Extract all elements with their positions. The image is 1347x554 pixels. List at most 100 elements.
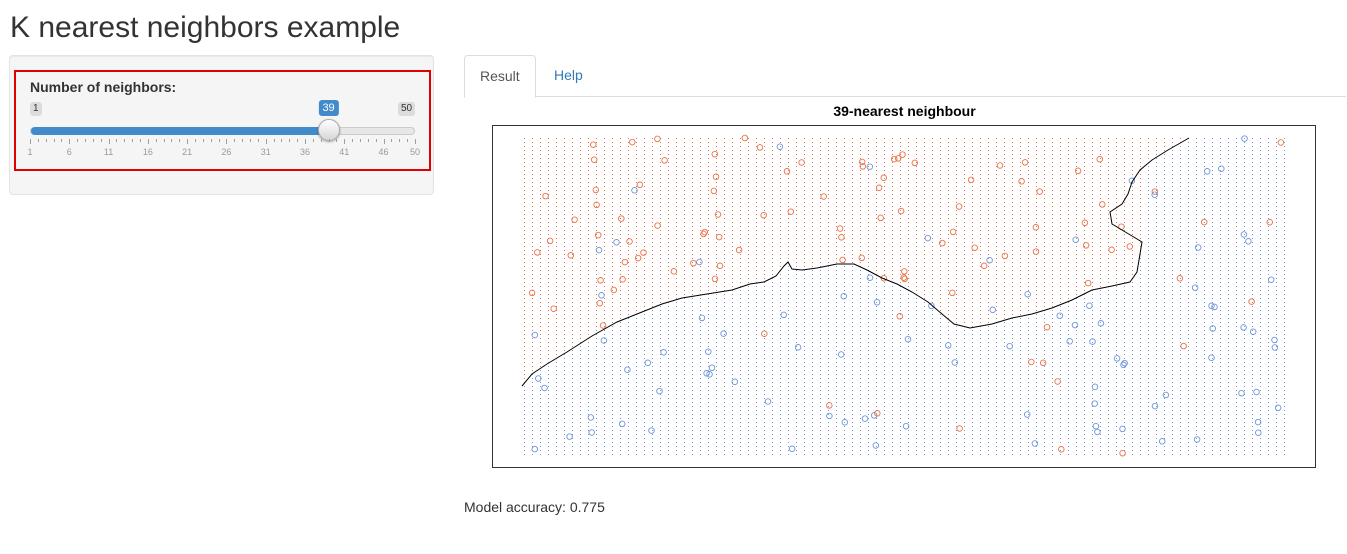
grid-point [628,330,629,331]
grid-point [876,302,877,303]
grid-point [860,442,861,443]
grid-point [924,210,925,211]
grid-point [652,290,653,291]
grid-point [860,230,861,231]
slider-track[interactable] [30,127,415,135]
grid-point [668,206,669,207]
grid-point [540,326,541,327]
slider-tick-label: 16 [142,147,153,157]
grid-point [724,422,725,423]
grid-point [628,274,629,275]
grid-point [812,174,813,175]
grid-point [996,214,997,215]
grid-point [988,330,989,331]
grid-point [668,194,669,195]
grid-point [988,146,989,147]
slider-tick [100,139,102,142]
grid-point [676,142,677,143]
grid-point [732,366,733,367]
grid-point [660,158,661,159]
tab-result[interactable]: Result [464,55,536,98]
grid-point [636,290,637,291]
grid-point [900,338,901,339]
grid-point [956,250,957,251]
grid-point [844,454,845,455]
grid-point [612,426,613,427]
grid-point [652,426,653,427]
grid-point [844,410,845,411]
grid-point [876,390,877,391]
grid-point [996,286,997,287]
grid-point [740,366,741,367]
tab-help[interactable]: Help [554,67,583,83]
grid-point [860,142,861,143]
grid-point [820,298,821,299]
grid-point [700,146,701,147]
grid-point [540,446,541,447]
grid-point [868,294,869,295]
grid-point [812,162,813,163]
grid-point [876,286,877,287]
grid-point [660,338,661,339]
grid-point [740,354,741,355]
grid-point [948,430,949,431]
grid-point [860,182,861,183]
grid-point [764,386,765,387]
grid-point [788,378,789,379]
grid-point [644,378,645,379]
grid-point [548,370,549,371]
grid-point [692,398,693,399]
grid-point [980,346,981,347]
grid-point [636,370,637,371]
grid-point [876,366,877,367]
grid-point [948,362,949,363]
grid-point [724,242,725,243]
grid-point [972,222,973,223]
grid-point [924,390,925,391]
grid-point [884,238,885,239]
slider-handle[interactable] [317,119,340,141]
grid-point [916,338,917,339]
grid-point [684,154,685,155]
grid-point [716,170,717,171]
grid-point [996,426,997,427]
grid-point [884,310,885,311]
grid-point [1004,426,1005,427]
grid-point [796,410,797,411]
grid-point [564,230,565,231]
grid-point [788,362,789,363]
grid-point [564,286,565,287]
grid-point [988,366,989,367]
grid-point [596,362,597,363]
grid-point [820,390,821,391]
grid-point [780,278,781,279]
grid-point [572,166,573,167]
grid-point [748,438,749,439]
grid-point [924,410,925,411]
grid-point [660,342,661,343]
grid-point [932,438,933,439]
grid-point [684,282,685,283]
grid-point [972,166,973,167]
grid-point [876,454,877,455]
grid-point [884,442,885,443]
grid-point [940,214,941,215]
grid-point [748,342,749,343]
grid-point [804,350,805,351]
grid-point [724,446,725,447]
slider-tick [234,139,236,142]
grid-point [716,338,717,339]
grid-point [836,198,837,199]
grid-point [804,358,805,359]
grid-point [860,398,861,399]
grid-point [764,158,765,159]
grid-point [732,342,733,343]
grid-point [676,306,677,307]
grid-point [868,362,869,363]
grid-point [636,446,637,447]
grid-point [764,298,765,299]
grid-point [532,182,533,183]
grid-point [868,374,869,375]
grid-point [964,294,965,295]
grid-point [932,410,933,411]
